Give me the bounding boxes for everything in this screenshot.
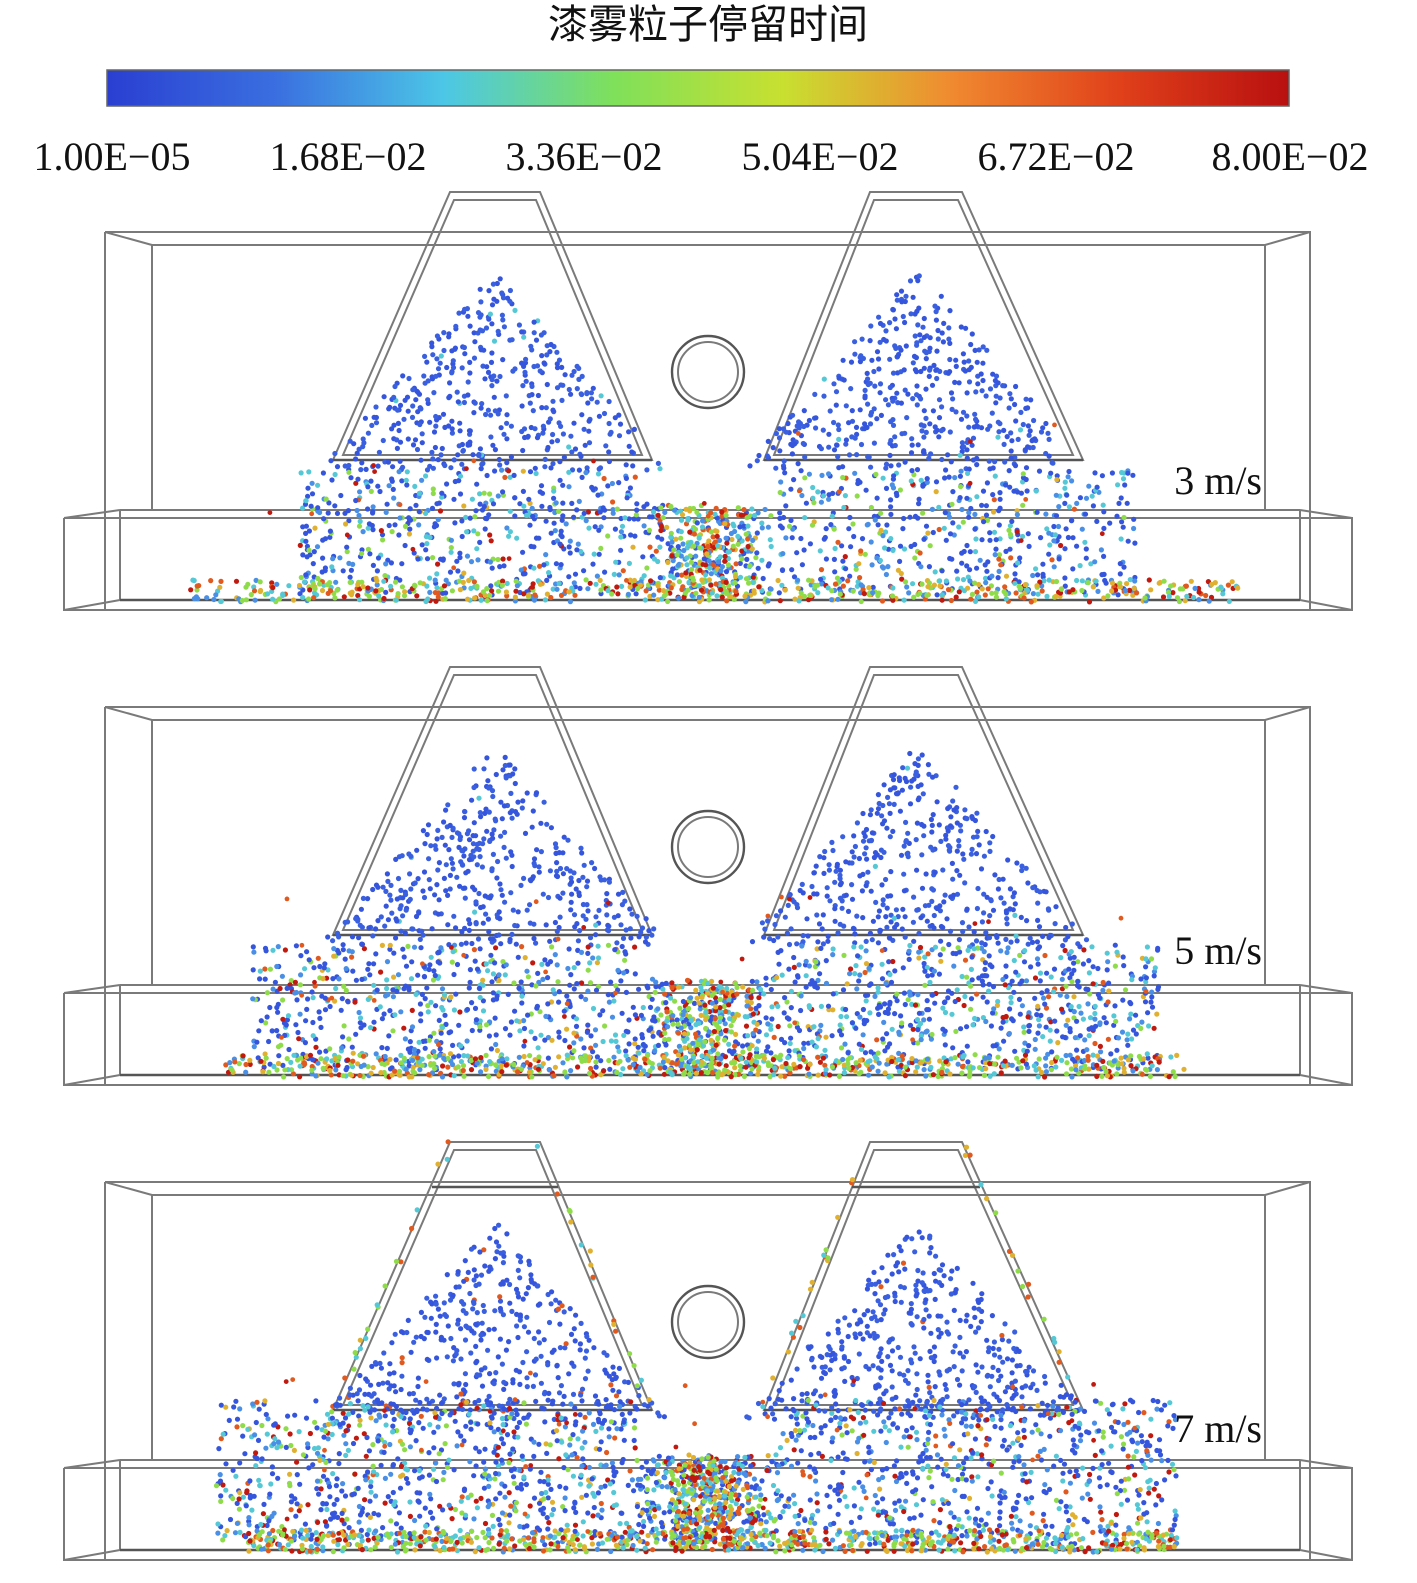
colorbar-tick-label-4: 5.04E−02 (742, 134, 899, 179)
air-speed-label: 5 m/s (1174, 928, 1262, 973)
air-speed-label: 7 m/s (1174, 1406, 1262, 1451)
spray-booth-wireframe (63, 666, 1353, 1086)
particle-cloud (188, 273, 1241, 605)
particle-cloud (223, 750, 1187, 1080)
colorbar-title: 漆雾粒子停留时间 (548, 2, 868, 48)
panel-5ms: 5 m/s (63, 666, 1353, 1086)
colorbar-tick-label-2: 1.68E−02 (270, 134, 427, 179)
panel-3ms: 3 m/s (63, 191, 1353, 611)
colorbar-tick-label-3: 3.36E−02 (506, 134, 663, 179)
colorbar-tick-label-1: 1.00E−05 (34, 134, 191, 179)
particle-cloud (213, 1139, 1180, 1555)
colorbar-tick-labels: 1.00E−05 1.68E−02 3.36E−02 5.04E−02 6.72… (34, 134, 1369, 179)
colorbar (106, 69, 1290, 107)
panel-7ms: 7 m/s (63, 1139, 1353, 1561)
air-speed-label: 3 m/s (1174, 458, 1262, 503)
colorbar-tick-label-6: 8.00E−02 (1212, 134, 1369, 179)
colorbar-tick-label-5: 6.72E−02 (978, 134, 1135, 179)
